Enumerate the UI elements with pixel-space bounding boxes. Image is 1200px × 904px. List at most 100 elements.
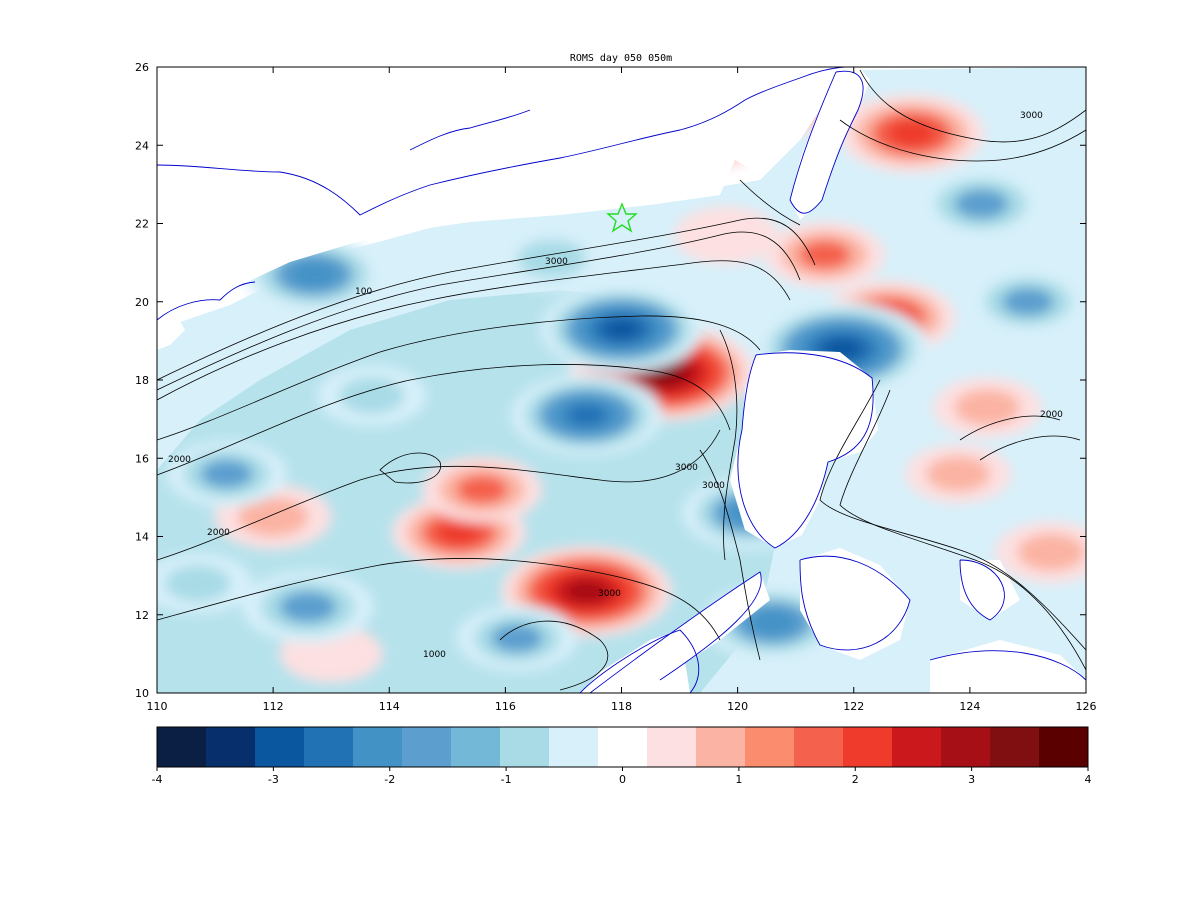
depth-contour: [819, 379, 1086, 651]
lon-tick-label: 120: [727, 700, 748, 713]
coastline-segment: [929, 650, 1086, 681]
lat-tick-label: 16: [135, 452, 149, 465]
anomaly-12: [674, 206, 778, 265]
lon-tick-label: 114: [379, 700, 400, 713]
depth-contour: [839, 119, 1086, 162]
colorbar-tick-label: 2: [852, 773, 859, 786]
contour-label: 1000: [423, 650, 446, 660]
anomaly-24: [918, 169, 1045, 239]
coastline-segment: [799, 555, 911, 651]
depth-contour: [157, 364, 731, 476]
map-area: 3000 100 3000 3000 2000 1000 2000 3000 2000 3000: [157, 67, 1086, 693]
anomaly-level: [1017, 533, 1085, 571]
anomaly-level: [290, 261, 338, 288]
anomaly-level: [339, 377, 405, 414]
lon-tick-label: 124: [959, 700, 980, 713]
anomaly-level: [602, 319, 641, 340]
colorbar-swatch: [255, 727, 305, 767]
contour-label: 3000: [702, 481, 725, 491]
lat-tick-label: 12: [135, 609, 149, 622]
anomaly-18: [243, 236, 384, 313]
anomaly-23: [456, 605, 578, 672]
colorbar-swatch: [206, 727, 256, 767]
contour-label: 2000: [168, 455, 191, 465]
coastline-segment: [789, 70, 864, 214]
depth-contour: [839, 389, 1086, 671]
depth-contour: [859, 69, 1086, 143]
colorbar-swatch: [892, 727, 942, 767]
colorbar-swatch: [304, 727, 354, 767]
colorbar-swatch: [696, 727, 746, 767]
contour-label: 3000: [675, 463, 698, 473]
colorbar-swatch: [941, 727, 991, 767]
lon-tick-label: 118: [611, 700, 632, 713]
coastline-segment: [579, 629, 700, 693]
anomaly-16: [511, 374, 663, 457]
anomaly-level: [798, 240, 851, 269]
colorbar-tick-label: 3: [968, 773, 975, 786]
coastline-segment: [737, 352, 874, 549]
latitude-axis: 10 12 14 16 18 20 22 24 26: [135, 61, 1086, 700]
anomaly-level: [674, 206, 778, 265]
anomaly-level: [954, 189, 1009, 219]
anomaly-level: [456, 475, 508, 504]
colorbar-swatch: [353, 727, 403, 767]
depth-contour: [157, 260, 791, 401]
station-marker: [606, 202, 638, 233]
coastline-segment: [409, 109, 531, 151]
land-hainan: [157, 312, 185, 350]
contour-label: 2000: [207, 528, 230, 538]
anomaly-11: [932, 377, 1042, 438]
anomaly-25: [967, 268, 1086, 335]
map-title: ROMS day 050 050m: [570, 53, 672, 64]
colorbar-swatch: [745, 727, 795, 767]
anomaly-level: [1002, 287, 1054, 316]
anomaly-3: [421, 456, 543, 523]
colorbar: [156, 726, 1089, 768]
colorbar-swatch: [794, 727, 844, 767]
depth-contour: [157, 231, 801, 391]
anomaly-27: [494, 227, 610, 291]
coastline-segment: [157, 281, 256, 321]
contour-label: 3000: [598, 589, 621, 599]
contour-label: 3000: [545, 257, 568, 267]
depth-contour: [959, 415, 1061, 441]
depth-contour: [157, 315, 761, 441]
colorbar-swatch: [647, 727, 697, 767]
anomaly-level: [517, 239, 587, 278]
lat-tick-label: 18: [135, 374, 149, 387]
coastline-segment: [589, 571, 762, 693]
anomaly-level: [887, 120, 937, 147]
anomaly-level: [926, 456, 991, 492]
colorbar-swatch: [549, 727, 599, 767]
colorbar-swatch: [1039, 727, 1089, 767]
anomaly-28: [157, 553, 253, 614]
anomaly-level: [566, 404, 608, 427]
longitude-axis: 110 112 114 116 118 120 122 124 126: [147, 67, 1097, 713]
depth-contour: [739, 179, 801, 226]
lon-tick-label: 116: [495, 700, 516, 713]
colorbar-swatch: [500, 727, 550, 767]
colorbar-tick-label: 1: [735, 773, 742, 786]
depth-contour: [699, 449, 761, 661]
depth-contour: [979, 435, 1081, 461]
contour-label: 2000: [1040, 410, 1063, 420]
colorbar-tick-label: 0: [619, 773, 626, 786]
lat-tick-label: 22: [135, 218, 149, 231]
colorbar-tick-label: -1: [501, 773, 512, 786]
anomaly-level: [164, 565, 231, 602]
lon-tick-label: 126: [1076, 700, 1097, 713]
anomaly-6: [839, 94, 985, 173]
anomaly-level: [491, 624, 543, 653]
colorbar-swatch: [451, 727, 501, 767]
anomaly-level: [954, 389, 1021, 426]
contour-label: 3000: [1020, 111, 1043, 121]
depth-contour: [157, 429, 721, 561]
depth-contour: [719, 329, 738, 561]
anomaly-level: [436, 520, 482, 545]
depth-contour: [157, 558, 721, 641]
anomaly-15: [540, 285, 703, 373]
land-taiwan: [790, 68, 870, 220]
coastline-segment: [157, 67, 846, 216]
